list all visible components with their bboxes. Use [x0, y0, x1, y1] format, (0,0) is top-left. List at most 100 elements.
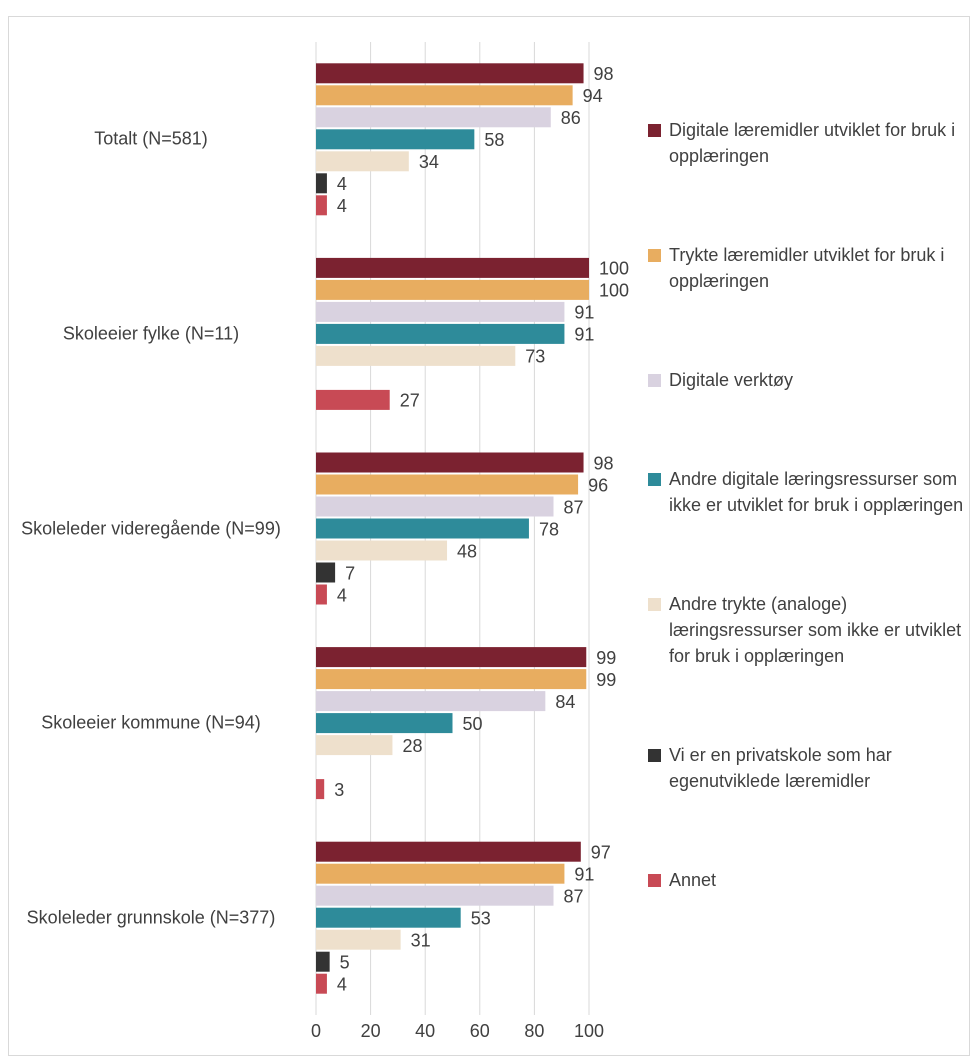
bar: [316, 951, 330, 972]
x-tick-label: 20: [361, 1021, 381, 1041]
data-label: 7: [345, 563, 355, 583]
bar: [316, 885, 554, 906]
category-label: Skoleeier fylke (N=11): [62, 323, 240, 344]
legend-label: Digitale verktøy: [669, 369, 794, 390]
x-tick-label: 40: [415, 1021, 435, 1041]
category-label: Skoleeier kommune (N=94): [41, 712, 261, 733]
data-label: 91: [574, 303, 594, 323]
legend: Digitale læremidler utviklet for bruk i …: [648, 80, 968, 930]
data-label: 86: [561, 108, 581, 128]
bar: [316, 85, 573, 106]
data-label: 96: [588, 475, 608, 495]
bar: [316, 907, 461, 928]
bar: [316, 474, 579, 495]
data-label: 94: [583, 86, 603, 106]
legend-swatch: [648, 749, 661, 763]
bar: [316, 452, 584, 473]
x-tick-label: 80: [524, 1021, 544, 1041]
legend-label: Annet: [669, 870, 717, 891]
bar: [316, 151, 409, 172]
x-tick-label: 100: [574, 1021, 604, 1041]
legend-entry: Annet: [648, 867, 968, 893]
bar: [316, 257, 589, 278]
data-label: 87: [564, 886, 584, 906]
data-label: 4: [337, 196, 347, 216]
legend-swatch: [648, 472, 661, 486]
data-label: 98: [594, 453, 614, 473]
bar: [316, 713, 453, 734]
bar: [316, 647, 587, 668]
data-label: 31: [411, 930, 431, 950]
category-label: Skoleleder videregående (N=99): [21, 518, 281, 538]
bar: [316, 540, 448, 561]
data-label: 27: [400, 391, 420, 411]
legend-swatch: [648, 373, 661, 387]
bar: [316, 735, 393, 756]
legend-swatch: [648, 248, 661, 262]
data-label: 53: [471, 908, 491, 928]
data-label: 4: [337, 974, 347, 994]
data-label: 58: [484, 130, 504, 150]
bar: [316, 389, 390, 410]
data-label: 91: [574, 864, 594, 884]
legend-entry: Trykte læremidler utviklet for bruk i op…: [648, 242, 968, 294]
bar: [316, 562, 336, 583]
data-label: 73: [525, 347, 545, 367]
data-label: 4: [337, 585, 347, 605]
bar: [316, 863, 565, 884]
bar: [316, 301, 565, 322]
data-label: 78: [539, 519, 559, 539]
x-tick-label: 60: [470, 1021, 490, 1041]
data-label: 48: [457, 541, 477, 561]
data-label: 99: [596, 648, 616, 668]
data-label: 91: [574, 325, 594, 345]
bar: [316, 107, 551, 128]
bar: [316, 195, 327, 216]
legend-label: Trykte læremidler utviklet for bruk i op…: [669, 244, 945, 291]
legend-entry: Andre digitale læringsressurser som ikke…: [648, 466, 968, 518]
bar: [316, 63, 584, 84]
bar: [316, 279, 589, 300]
bar: [316, 496, 554, 517]
data-label: 34: [419, 152, 439, 172]
bar: [316, 173, 327, 194]
bar: [316, 518, 529, 539]
legend-entry: Vi er en privatskole som har egenutvikle…: [648, 742, 968, 794]
data-label: 50: [463, 714, 483, 734]
legend-label: Andre trykte (analoge) læringsressurser …: [669, 594, 962, 667]
legend-label: Andre digitale læringsressurser som ikke…: [669, 468, 964, 515]
data-label: 98: [594, 64, 614, 84]
legend-entry: Digitale verktøy: [648, 367, 968, 393]
data-label: 97: [591, 842, 611, 862]
legend-entry: Andre trykte (analoge) læringsressurser …: [648, 591, 968, 669]
bar: [316, 129, 475, 150]
data-label: 100: [599, 259, 629, 279]
x-tick-label: 0: [311, 1021, 321, 1041]
data-label: 3: [334, 780, 344, 800]
data-label: 5: [340, 952, 350, 972]
bar: [316, 669, 587, 690]
data-label: 28: [402, 736, 422, 756]
bar: [316, 691, 546, 712]
data-label: 87: [564, 497, 584, 517]
category-label: Skoleleder grunnskole (N=377): [26, 907, 276, 928]
bar: [316, 323, 565, 344]
data-label: 100: [599, 281, 629, 301]
bar: [316, 929, 401, 950]
bar: [316, 345, 516, 366]
legend-swatch: [648, 874, 661, 888]
bar: [316, 584, 327, 605]
legend-entry: Digitale læremidler utviklet for bruk i …: [648, 117, 968, 169]
bar: [316, 779, 325, 800]
legend-label: Vi er en privatskole som har egenutvikle…: [669, 745, 892, 792]
legend-swatch: [648, 123, 661, 137]
category-label: Totalt (N=581): [94, 128, 208, 149]
bar: [316, 973, 327, 994]
data-label: 99: [596, 670, 616, 690]
legend-swatch: [648, 598, 661, 612]
bar: [316, 841, 581, 862]
data-label: 4: [337, 174, 347, 194]
legend-label: Digitale læremidler utviklet for bruk i …: [669, 119, 956, 166]
data-label: 84: [555, 692, 575, 712]
